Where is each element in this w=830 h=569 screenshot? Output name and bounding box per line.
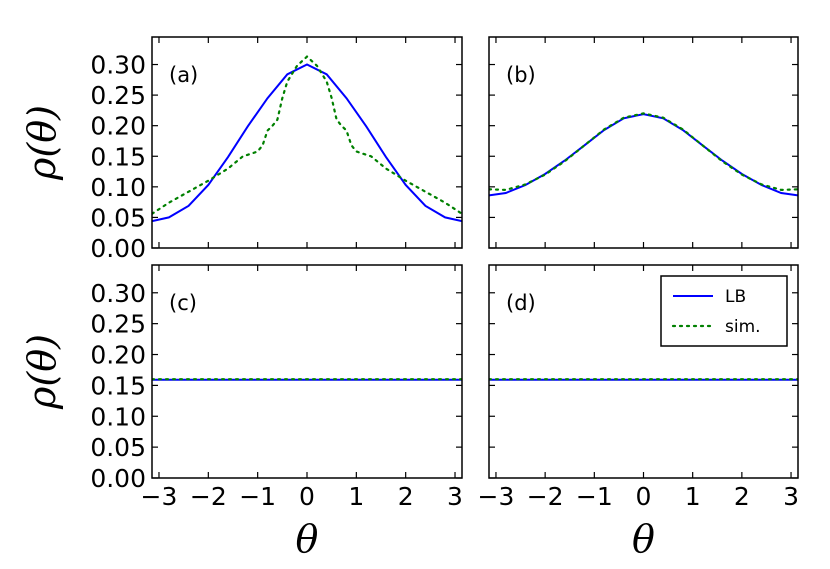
x-axis-label: θ xyxy=(632,517,655,561)
y-tick-label: 0.15 xyxy=(90,371,146,400)
x-tick-label: −3 xyxy=(141,482,178,511)
y-tick-label: 0.25 xyxy=(90,81,146,110)
y-axis-label: ρ(θ) xyxy=(20,105,64,181)
y-tick-label: 0.30 xyxy=(90,279,146,308)
y-tick-label: 0.10 xyxy=(90,173,146,202)
panel-label: (a) xyxy=(169,63,198,87)
y-tick-label: 0.30 xyxy=(90,51,146,80)
y-tick-label: 0.20 xyxy=(90,112,146,141)
y-tick-label: 0.05 xyxy=(90,203,146,232)
axes-frame xyxy=(151,36,463,249)
y-tick-label: 0.15 xyxy=(90,142,146,171)
y-tick-label: 0.00 xyxy=(90,464,146,493)
panel-4: −3 −2 −1 0 1 2 3 (d) θ LB sim. xyxy=(478,264,799,561)
y-tick-label: 0.10 xyxy=(90,402,146,431)
legend: LB sim. xyxy=(660,275,788,347)
x-tick-label: −1 xyxy=(239,482,276,511)
axes-frame xyxy=(151,264,463,479)
x-tick-label: 3 xyxy=(447,482,463,511)
x-tick-label: −1 xyxy=(576,482,613,511)
legend-label: LB xyxy=(725,287,746,307)
x-tick-label: 0 xyxy=(636,482,652,511)
y-axis-label: ρ(θ) xyxy=(20,334,64,410)
series-line-solid xyxy=(489,113,798,197)
y-tick-label: 0.00 xyxy=(90,234,146,263)
x-tick-label: −2 xyxy=(527,482,564,511)
panel-2: (b) xyxy=(488,36,799,249)
x-tick-label: 2 xyxy=(398,482,414,511)
y-tick-label: 0.25 xyxy=(90,310,146,339)
x-tick-label: 1 xyxy=(685,482,701,511)
y-tick-label: 0.05 xyxy=(90,433,146,462)
series-line-solid xyxy=(152,63,462,223)
x-axis-label: θ xyxy=(296,517,319,561)
panel-1: 0.000.050.100.150.200.250.30 (a) ρ(θ) xyxy=(20,36,463,263)
x-tick-label: −2 xyxy=(190,482,227,511)
x-tick-label: 0 xyxy=(299,482,315,511)
legend-box xyxy=(660,275,788,347)
panel-label: (b) xyxy=(506,63,536,87)
y-tick-label: 0.20 xyxy=(90,341,146,370)
series-line-dotted xyxy=(152,55,462,215)
series-line-dotted xyxy=(489,112,798,192)
legend-label: sim. xyxy=(725,317,761,337)
x-tick-label: 2 xyxy=(734,482,750,511)
x-tick-label: 1 xyxy=(348,482,364,511)
x-tick-label: −3 xyxy=(478,482,515,511)
panel-3: −3 −2 −1 0 1 2 3 0.000.050.100.150.200.250.30 (c… xyxy=(20,264,463,561)
x-tick-label: 3 xyxy=(783,482,799,511)
panel-label: (c) xyxy=(169,291,197,315)
panel-label: (d) xyxy=(506,291,536,315)
